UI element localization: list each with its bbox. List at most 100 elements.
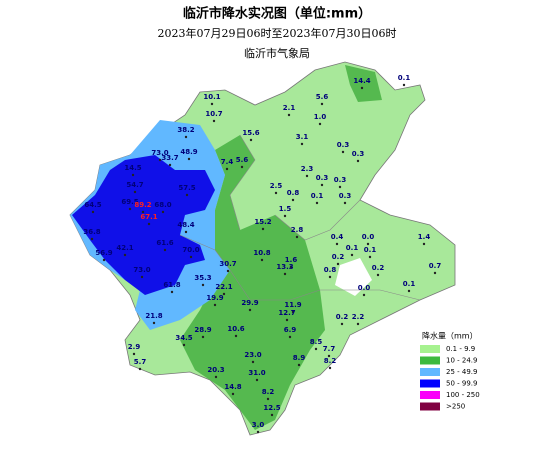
station-value: 14.4 bbox=[353, 77, 370, 85]
legend-label: 25 - 49.9 bbox=[446, 368, 477, 376]
station-dot bbox=[327, 354, 331, 358]
station-dot bbox=[318, 122, 322, 126]
station-dot bbox=[225, 167, 229, 171]
station-dot bbox=[341, 150, 345, 154]
station-value: 0.7 bbox=[429, 262, 442, 270]
regions bbox=[69, 61, 456, 436]
legend-label: 100 - 250 bbox=[446, 391, 480, 399]
station-value: 68.0 bbox=[154, 201, 171, 209]
station-value: 10.8 bbox=[253, 249, 270, 257]
station-dot bbox=[123, 253, 127, 257]
station-dot bbox=[366, 242, 370, 246]
legend-swatch bbox=[420, 391, 440, 399]
station-value: 2.9 bbox=[128, 343, 141, 351]
station-dot bbox=[226, 269, 230, 273]
station-value: 22.1 bbox=[215, 283, 232, 291]
station-dot bbox=[251, 360, 255, 364]
station-value: 0.2 bbox=[332, 253, 345, 261]
station-value: 13.3 bbox=[276, 263, 293, 271]
station-value: 29.9 bbox=[241, 299, 258, 307]
station-dot bbox=[314, 347, 318, 351]
station-dot bbox=[407, 289, 411, 293]
station-dot bbox=[368, 255, 372, 259]
station-value: 6.9 bbox=[284, 326, 297, 334]
station-dot bbox=[128, 207, 132, 211]
station-value: 48.9 bbox=[180, 148, 197, 156]
border bbox=[320, 289, 421, 301]
station-dot bbox=[328, 366, 332, 370]
legend-label: >250 bbox=[446, 403, 465, 411]
station-value: 8.9 bbox=[293, 354, 306, 362]
border bbox=[274, 199, 361, 241]
station-dot bbox=[338, 185, 342, 189]
station-dot bbox=[289, 265, 293, 269]
station-value: 0.3 bbox=[337, 141, 350, 149]
station-dot bbox=[422, 242, 426, 246]
station-value: 0.4 bbox=[331, 233, 344, 241]
station-value: 1.5 bbox=[279, 205, 292, 213]
station-dot bbox=[214, 375, 218, 379]
station-dot bbox=[283, 214, 287, 218]
station-dot bbox=[356, 322, 360, 326]
station-dot bbox=[131, 173, 135, 177]
station-value: 14.5 bbox=[124, 164, 141, 172]
station-value: 7.7 bbox=[323, 345, 336, 353]
station-value: 5.6 bbox=[316, 93, 329, 101]
station-value: 0.0 bbox=[362, 233, 375, 241]
station-value: 20.3 bbox=[207, 366, 224, 374]
station-value: 5.6 bbox=[236, 156, 249, 164]
station-value: 1.0 bbox=[314, 113, 327, 121]
station-dot bbox=[189, 255, 193, 259]
station-dot bbox=[402, 83, 406, 87]
station-dot bbox=[350, 253, 354, 257]
station-dot bbox=[256, 430, 260, 434]
station-dot bbox=[288, 335, 292, 339]
station-dot bbox=[274, 191, 278, 195]
legend: 降水量（mm） 0.1 - 9.9 10 - 24.9 25 - 49.9 50 - … bbox=[420, 331, 480, 411]
station-value: 0.1 bbox=[346, 244, 359, 252]
map-title: 临沂市降水实况图（单位:mm） bbox=[183, 6, 371, 22]
border bbox=[214, 249, 321, 301]
station-dot bbox=[266, 397, 270, 401]
county-borders bbox=[179, 134, 421, 301]
legend-swatch bbox=[420, 379, 440, 388]
station-value: 48.4 bbox=[177, 221, 194, 229]
station-value: 2.2 bbox=[352, 313, 365, 321]
station-dot bbox=[91, 210, 95, 214]
station-dot bbox=[182, 343, 186, 347]
station-value: 0.1 bbox=[398, 74, 411, 82]
station-dot bbox=[255, 378, 259, 382]
station-value: 36.8 bbox=[83, 228, 100, 236]
station-dot bbox=[340, 322, 344, 326]
station-value: 1.4 bbox=[418, 233, 431, 241]
station-dot bbox=[320, 183, 324, 187]
map-agency: 临沂市气象局 bbox=[244, 46, 310, 60]
station-value: 61.6 bbox=[156, 239, 173, 247]
station-value: 8.2 bbox=[262, 388, 275, 396]
station-value: 56.9 bbox=[95, 249, 112, 257]
station-value: 35.3 bbox=[194, 274, 211, 282]
legend-swatch bbox=[420, 368, 440, 376]
station-value: 12.7 bbox=[278, 309, 295, 317]
legend-label: 0.1 - 9.9 bbox=[446, 345, 475, 353]
station-dot bbox=[295, 235, 299, 239]
station-value: 8.2 bbox=[324, 357, 337, 365]
station-value: 3.0 bbox=[252, 421, 265, 429]
station-value: 11.9 bbox=[284, 301, 301, 309]
station-dot bbox=[231, 392, 235, 396]
station-value: 10.6 bbox=[227, 325, 244, 333]
legend-swatch bbox=[420, 402, 440, 411]
station-dot bbox=[291, 198, 295, 202]
station-dot bbox=[297, 363, 301, 367]
station-dot bbox=[285, 318, 289, 322]
station-value: 34.5 bbox=[175, 334, 192, 342]
station-value: 33.7 bbox=[161, 154, 178, 162]
station-dot bbox=[240, 165, 244, 169]
station-value: 0.8 bbox=[324, 266, 337, 274]
station-dot bbox=[287, 113, 291, 117]
station-dot bbox=[315, 201, 319, 205]
station-value: 3.1 bbox=[296, 133, 309, 141]
stations: 14.4 0.110.1 5.62.110.7 1.038.2 15.6 3.10.30.… bbox=[83, 74, 442, 434]
